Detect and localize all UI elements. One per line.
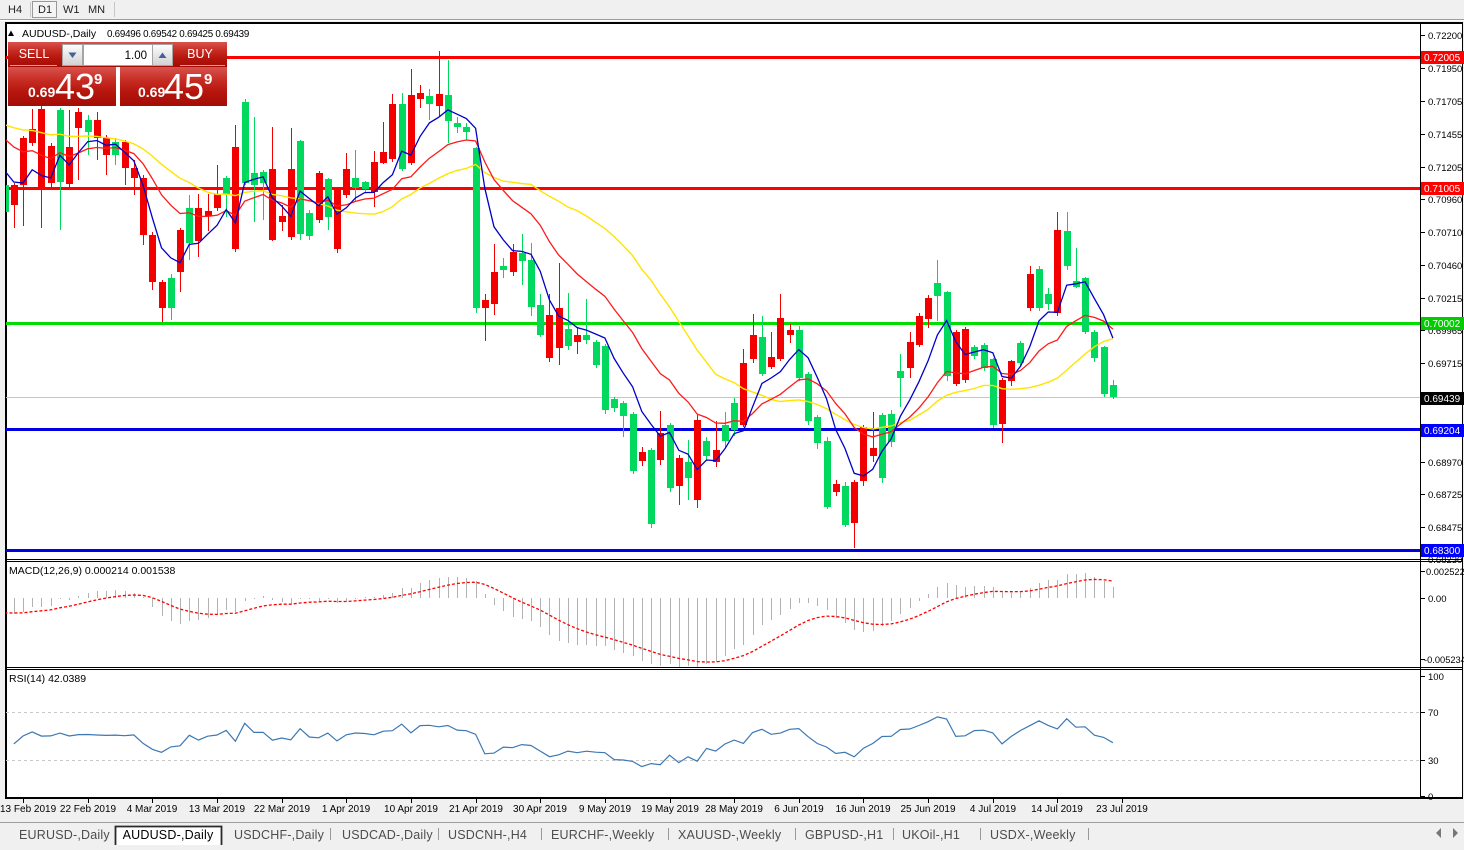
svg-text:4 Mar 2019: 4 Mar 2019 xyxy=(127,804,178,815)
svg-text:0.00: 0.00 xyxy=(1428,594,1447,605)
svg-text:23 Jul 2019: 23 Jul 2019 xyxy=(1096,804,1148,815)
svg-text:28 May 2019: 28 May 2019 xyxy=(705,804,763,815)
svg-text:0.68725: 0.68725 xyxy=(1428,490,1462,501)
svg-text:0.70215: 0.70215 xyxy=(1428,294,1462,305)
svg-text:EURCHF-,Weekly: EURCHF-,Weekly xyxy=(551,828,655,842)
svg-text:0.69439: 0.69439 xyxy=(1424,394,1461,405)
svg-text:0.70710: 0.70710 xyxy=(1428,228,1462,239)
svg-text:W1: W1 xyxy=(63,4,80,16)
svg-text:0.002522: 0.002522 xyxy=(1426,567,1464,577)
svg-text:9: 9 xyxy=(204,71,212,88)
svg-text:0.68475: 0.68475 xyxy=(1428,523,1462,534)
svg-text:30 Apr 2019: 30 Apr 2019 xyxy=(513,804,567,815)
svg-text:43: 43 xyxy=(55,66,95,107)
svg-text:25 Jun 2019: 25 Jun 2019 xyxy=(900,804,955,815)
svg-text:6 Jun 2019: 6 Jun 2019 xyxy=(774,804,824,815)
svg-text:0.70460: 0.70460 xyxy=(1428,261,1462,272)
svg-text:MN: MN xyxy=(88,4,105,16)
svg-text:16 Jun 2019: 16 Jun 2019 xyxy=(835,804,890,815)
svg-text:0.69: 0.69 xyxy=(28,84,55,100)
svg-text:13 Feb 2019: 13 Feb 2019 xyxy=(0,804,57,815)
svg-text:SELL: SELL xyxy=(19,47,50,61)
svg-text:19 May 2019: 19 May 2019 xyxy=(641,804,699,815)
svg-text:14 Jul 2019: 14 Jul 2019 xyxy=(1031,804,1083,815)
svg-text:10 Apr 2019: 10 Apr 2019 xyxy=(384,804,438,815)
svg-text:0.71950: 0.71950 xyxy=(1428,64,1462,75)
svg-text:1 Apr 2019: 1 Apr 2019 xyxy=(322,804,371,815)
svg-text:0.69715: 0.69715 xyxy=(1428,359,1462,370)
svg-text:AUDUSD-,Daily: AUDUSD-,Daily xyxy=(22,28,97,40)
svg-text:0.69496 0.69542 0.69425 0.6943: 0.69496 0.69542 0.69425 0.69439 xyxy=(107,29,249,40)
svg-text:22 Mar 2019: 22 Mar 2019 xyxy=(254,804,311,815)
svg-text:0.69204: 0.69204 xyxy=(1424,426,1461,437)
svg-text:0.69965: 0.69965 xyxy=(1428,326,1462,337)
svg-text:RSI(14) 42.0389: RSI(14) 42.0389 xyxy=(9,673,86,685)
svg-text:70: 70 xyxy=(1428,708,1439,719)
svg-text:13 Mar 2019: 13 Mar 2019 xyxy=(189,804,246,815)
svg-text:0.68970: 0.68970 xyxy=(1428,458,1462,469)
svg-text:GBPUSD-,H1: GBPUSD-,H1 xyxy=(805,828,883,842)
svg-text:0.68230: 0.68230 xyxy=(1428,555,1462,566)
svg-text:EURUSD-,Daily: EURUSD-,Daily xyxy=(19,828,110,842)
svg-text:0.72200: 0.72200 xyxy=(1428,31,1462,42)
svg-text:0.68300: 0.68300 xyxy=(1424,546,1461,557)
svg-text:0.70002: 0.70002 xyxy=(1424,319,1461,330)
svg-text:0.69: 0.69 xyxy=(138,84,165,100)
svg-text:4 Jul 2019: 4 Jul 2019 xyxy=(970,804,1017,815)
svg-text:22 Feb 2019: 22 Feb 2019 xyxy=(60,804,117,815)
svg-text:UKOil-,H1: UKOil-,H1 xyxy=(902,828,960,842)
svg-text:USDCHF-,Daily: USDCHF-,Daily xyxy=(234,828,325,842)
svg-text:100: 100 xyxy=(1428,672,1444,683)
svg-text:9: 9 xyxy=(94,71,102,88)
svg-text:21 Apr 2019: 21 Apr 2019 xyxy=(449,804,503,815)
svg-text:BUY: BUY xyxy=(187,47,213,61)
svg-text:0.71455: 0.71455 xyxy=(1428,130,1462,141)
svg-text:0: 0 xyxy=(1428,792,1433,803)
svg-text:XAUUSD-,Weekly: XAUUSD-,Weekly xyxy=(678,828,782,842)
svg-text:0.70960: 0.70960 xyxy=(1428,195,1462,206)
svg-text:0.71705: 0.71705 xyxy=(1428,97,1462,108)
svg-text:USDCAD-,Daily: USDCAD-,Daily xyxy=(342,828,433,842)
svg-text:0.71205: 0.71205 xyxy=(1428,163,1462,174)
svg-text:-0.005234: -0.005234 xyxy=(1424,655,1464,665)
svg-text:30: 30 xyxy=(1428,756,1439,767)
svg-text:USDX-,Weekly: USDX-,Weekly xyxy=(990,828,1076,842)
svg-text:H4: H4 xyxy=(8,4,22,16)
svg-text:USDCNH-,H4: USDCNH-,H4 xyxy=(448,828,527,842)
svg-text:45: 45 xyxy=(164,66,204,107)
svg-text:0.71005: 0.71005 xyxy=(1424,184,1461,195)
svg-text:9 May 2019: 9 May 2019 xyxy=(579,804,632,815)
svg-text:0.72005: 0.72005 xyxy=(1424,53,1461,64)
svg-text:AUDUSD-,Daily: AUDUSD-,Daily xyxy=(123,828,214,842)
svg-text:MACD(12,26,9) 0.000214 0.00153: MACD(12,26,9) 0.000214 0.001538 xyxy=(9,565,176,577)
svg-text:1.00: 1.00 xyxy=(125,50,147,62)
svg-text:D1: D1 xyxy=(38,4,52,16)
